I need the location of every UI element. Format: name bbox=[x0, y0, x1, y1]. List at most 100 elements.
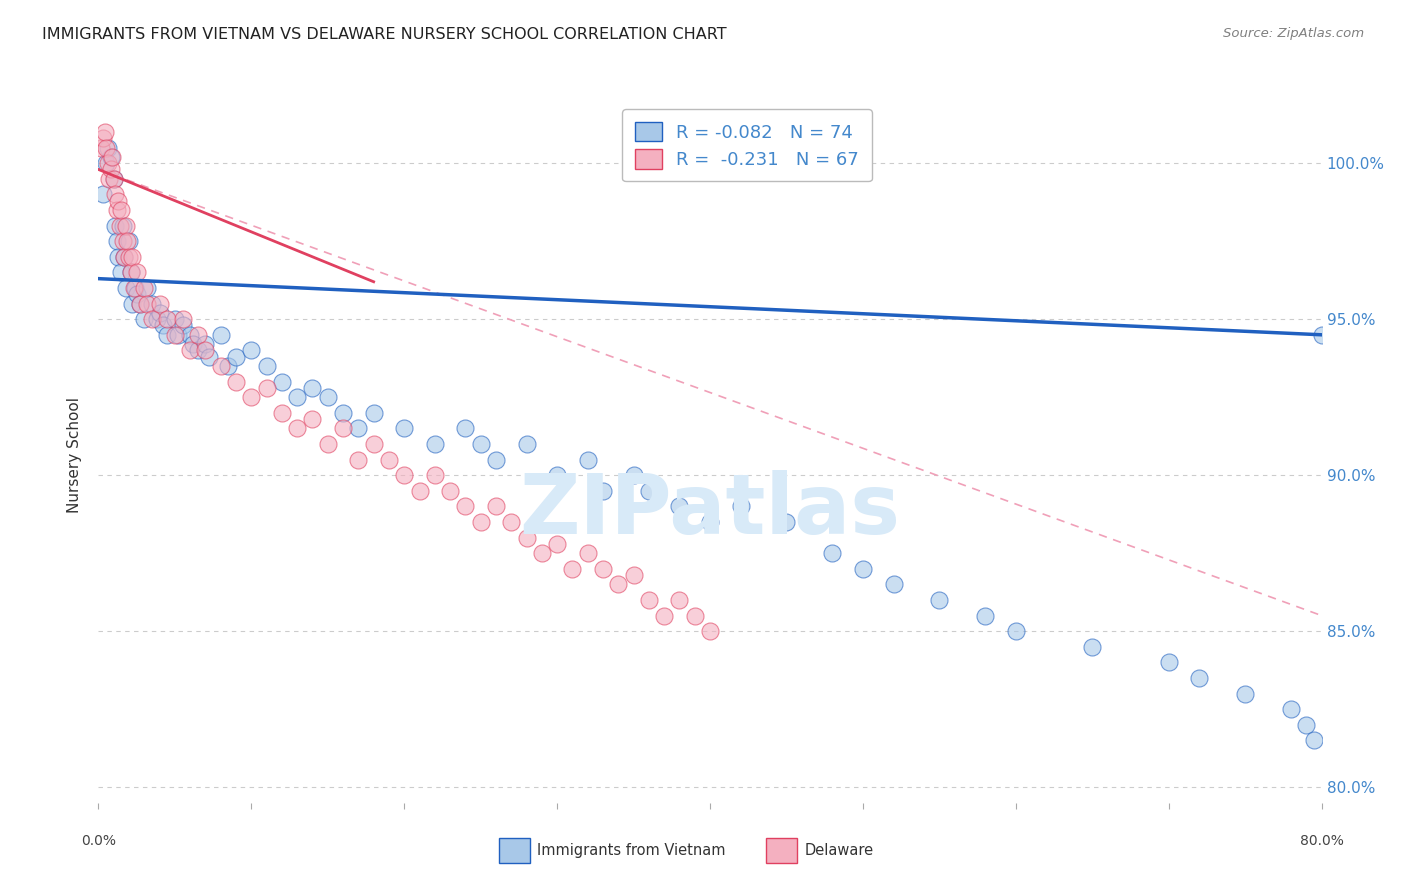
Point bbox=[485, 452, 508, 467]
Text: 80.0%: 80.0% bbox=[1299, 834, 1344, 848]
Point bbox=[104, 219, 127, 233]
Point bbox=[108, 219, 131, 233]
Point bbox=[316, 437, 339, 451]
Point bbox=[194, 343, 217, 358]
Point bbox=[683, 608, 706, 623]
Point bbox=[156, 312, 179, 326]
Point bbox=[730, 500, 752, 514]
Point bbox=[1004, 624, 1026, 639]
Point bbox=[167, 327, 190, 342]
Point bbox=[1188, 671, 1211, 685]
Point bbox=[623, 468, 645, 483]
Point bbox=[470, 515, 492, 529]
Point bbox=[93, 125, 115, 139]
Point bbox=[91, 131, 114, 145]
Point bbox=[775, 515, 797, 529]
Point bbox=[638, 483, 661, 498]
Point bbox=[1157, 656, 1180, 670]
Point bbox=[197, 350, 219, 364]
Point bbox=[576, 452, 599, 467]
Point bbox=[821, 546, 844, 560]
Point bbox=[209, 327, 232, 342]
Point bbox=[149, 306, 172, 320]
Point bbox=[668, 500, 690, 514]
Point bbox=[576, 546, 599, 560]
Point bbox=[592, 562, 614, 576]
Point bbox=[285, 390, 308, 404]
Point bbox=[181, 337, 204, 351]
Point bbox=[270, 375, 294, 389]
Point bbox=[122, 281, 145, 295]
Point bbox=[974, 608, 997, 623]
Point bbox=[97, 156, 120, 170]
Point bbox=[90, 140, 112, 154]
Point bbox=[105, 234, 128, 248]
Point bbox=[363, 406, 385, 420]
Point bbox=[149, 296, 172, 310]
Point bbox=[141, 296, 163, 310]
Point bbox=[408, 483, 430, 498]
Point bbox=[592, 483, 614, 498]
Point bbox=[172, 312, 194, 326]
Point bbox=[115, 281, 138, 295]
Point bbox=[392, 421, 416, 435]
Point bbox=[217, 359, 239, 373]
Point bbox=[1303, 733, 1326, 747]
Point bbox=[156, 327, 179, 342]
Point bbox=[1279, 702, 1302, 716]
Y-axis label: Nursery School: Nursery School bbox=[67, 397, 83, 513]
Point bbox=[470, 437, 492, 451]
Point bbox=[439, 483, 461, 498]
Point bbox=[100, 150, 122, 164]
Point bbox=[100, 162, 122, 177]
Point bbox=[530, 546, 553, 560]
Point bbox=[136, 281, 159, 295]
Legend: R = -0.082   N = 74, R =  -0.231   N = 67: R = -0.082 N = 74, R = -0.231 N = 67 bbox=[621, 109, 872, 181]
Point bbox=[485, 500, 508, 514]
Point bbox=[187, 343, 209, 358]
Point bbox=[301, 412, 323, 426]
Point bbox=[117, 234, 139, 248]
Point bbox=[516, 531, 538, 545]
Point bbox=[163, 327, 186, 342]
Point bbox=[111, 219, 134, 233]
Point bbox=[172, 318, 194, 333]
Text: Immigrants from Vietnam: Immigrants from Vietnam bbox=[537, 844, 725, 858]
Point bbox=[363, 437, 385, 451]
Point bbox=[668, 593, 690, 607]
Point bbox=[152, 318, 174, 333]
Point bbox=[501, 515, 523, 529]
Point bbox=[120, 265, 142, 279]
Point bbox=[256, 359, 278, 373]
Point bbox=[240, 390, 263, 404]
Point bbox=[301, 381, 323, 395]
Point bbox=[423, 437, 446, 451]
Point bbox=[120, 265, 142, 279]
Point bbox=[194, 337, 217, 351]
Point bbox=[347, 452, 370, 467]
Point bbox=[1295, 718, 1317, 732]
Point bbox=[112, 250, 135, 264]
Point bbox=[1081, 640, 1104, 654]
Point bbox=[128, 296, 150, 310]
Point bbox=[111, 234, 134, 248]
Point bbox=[103, 171, 125, 186]
Point bbox=[121, 250, 143, 264]
Point bbox=[240, 343, 263, 358]
Point bbox=[316, 390, 339, 404]
Point bbox=[187, 327, 209, 342]
Point bbox=[225, 375, 247, 389]
Point bbox=[104, 187, 127, 202]
Point bbox=[378, 452, 401, 467]
Point bbox=[454, 421, 477, 435]
Text: IMMIGRANTS FROM VIETNAM VS DELAWARE NURSERY SCHOOL CORRELATION CHART: IMMIGRANTS FROM VIETNAM VS DELAWARE NURS… bbox=[42, 27, 727, 42]
Point bbox=[225, 350, 247, 364]
Point bbox=[179, 327, 201, 342]
Point bbox=[392, 468, 416, 483]
Point bbox=[270, 406, 294, 420]
Point bbox=[110, 265, 132, 279]
Point bbox=[209, 359, 232, 373]
Point bbox=[110, 202, 132, 217]
Point bbox=[561, 562, 583, 576]
Point bbox=[607, 577, 630, 591]
